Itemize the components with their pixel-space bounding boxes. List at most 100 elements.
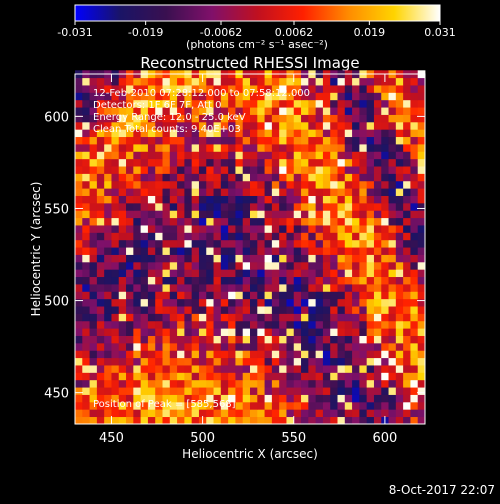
image-pixel [155,188,163,196]
info-line-counts: Clean Total counts: 9.40E+03 [93,124,241,135]
image-pixel [410,122,418,130]
image-pixel [308,358,316,366]
image-pixel [381,107,389,115]
image-pixel [221,343,229,351]
image-pixel [104,203,112,211]
image-pixel [323,122,331,130]
image-pixel [155,137,163,145]
image-pixel [126,291,134,299]
image-pixel [418,85,426,93]
image-pixel [90,387,98,395]
image-pixel [286,188,294,196]
image-pixel [272,372,280,380]
image-pixel [410,328,418,336]
image-pixel [250,122,258,130]
image-pixel [403,225,411,233]
image-pixel [184,203,192,211]
image-pixel [396,380,404,388]
image-pixel [338,306,346,314]
image-pixel [389,188,397,196]
image-pixel [301,336,309,344]
image-pixel [126,144,134,152]
image-pixel [192,387,200,395]
image-pixel [75,181,83,189]
image-pixel [352,247,360,255]
image-pixel [330,78,338,86]
image-pixel [308,78,316,86]
image-pixel [214,137,222,145]
image-pixel [323,395,331,403]
image-pixel [286,232,294,240]
image-pixel [177,247,185,255]
image-pixel [192,417,200,425]
image-pixel [199,137,207,145]
image-pixel [374,181,382,189]
image-pixel [104,328,112,336]
image-pixel [221,321,229,329]
image-pixel [206,173,214,181]
image-pixel [301,203,309,211]
image-pixel [228,277,236,285]
image-pixel [396,218,404,226]
image-pixel [338,365,346,373]
image-pixel [396,417,404,425]
image-pixel [316,255,324,263]
image-pixel [359,365,367,373]
image-pixel [104,196,112,204]
image-pixel [163,321,171,329]
image-pixel [192,225,200,233]
image-pixel [381,173,389,181]
image-pixel [192,328,200,336]
image-pixel [228,225,236,233]
image-pixel [235,78,243,86]
image-pixel [257,350,265,358]
image-pixel [418,402,426,410]
image-pixel [418,358,426,366]
image-pixel [301,291,309,299]
image-pixel [352,144,360,152]
image-pixel [214,299,222,307]
image-pixel [214,343,222,351]
image-pixel [410,358,418,366]
image-pixel [389,277,397,285]
image-pixel [199,240,207,248]
image-pixel [389,365,397,373]
image-pixel [272,151,280,159]
image-pixel [265,173,273,181]
image-pixel [250,269,258,277]
image-pixel [367,343,375,351]
image-pixel [206,247,214,255]
image-pixel [97,247,105,255]
image-pixel [199,343,207,351]
image-pixel [410,255,418,263]
image-pixel [257,306,265,314]
image-pixel [374,232,382,240]
image-pixel [316,247,324,255]
image-pixel [396,122,404,130]
image-pixel [214,173,222,181]
image-pixel [352,122,360,130]
image-pixel [97,188,105,196]
image-pixel [410,218,418,226]
image-pixel [410,240,418,248]
image-pixel [308,284,316,292]
image-pixel [90,240,98,248]
image-pixel [119,299,127,307]
image-pixel [126,151,134,159]
image-pixel [243,247,251,255]
image-pixel [367,203,375,211]
image-pixel [272,387,280,395]
image-pixel [403,380,411,388]
image-pixel [192,151,200,159]
image-pixel [90,365,98,373]
image-pixel [418,166,426,174]
image-pixel [338,232,346,240]
image-pixel [214,277,222,285]
image-pixel [133,299,141,307]
image-pixel [272,247,280,255]
image-pixel [82,365,90,373]
image-pixel [82,277,90,285]
image-pixel [345,225,353,233]
image-pixel [323,343,331,351]
